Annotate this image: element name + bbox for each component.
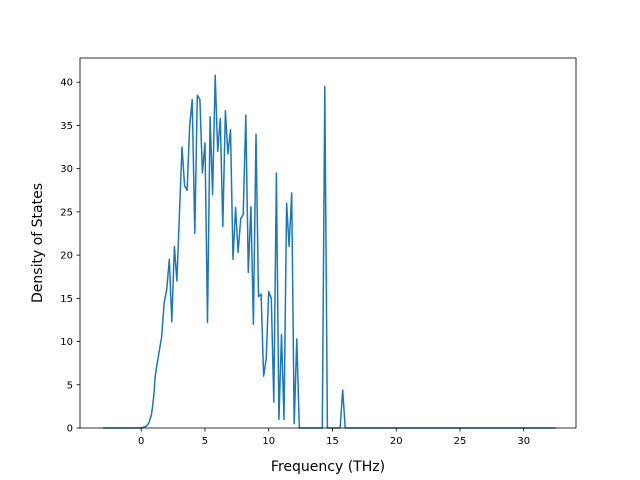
x-tick-label: 20 <box>390 436 403 447</box>
x-tick-label: 5 <box>202 436 208 447</box>
x-tick-label: 0 <box>138 436 144 447</box>
x-tick-label: 10 <box>262 436 275 447</box>
y-axis-label: Density of States <box>30 183 46 303</box>
y-tick-label: 25 <box>60 207 73 218</box>
y-tick-label: 40 <box>60 78 73 89</box>
plot-frame <box>79 57 577 429</box>
x-tick-label: 15 <box>326 436 339 447</box>
y-axis-ticks: 0 5 10 15 20 25 30 35 40 <box>60 78 80 435</box>
y-tick-label: 0 <box>67 424 73 435</box>
x-tick-label: 30 <box>517 436 530 447</box>
y-tick-label: 15 <box>60 294 73 305</box>
y-tick-label: 10 <box>60 337 73 348</box>
y-tick-label: 35 <box>60 121 73 132</box>
y-tick-label: 20 <box>60 251 73 262</box>
y-tick-label: 5 <box>67 380 73 391</box>
y-tick-label: 30 <box>60 164 73 175</box>
x-axis-ticks: 0 5 10 15 20 25 30 <box>138 428 530 447</box>
x-tick-label: 25 <box>454 436 467 447</box>
x-axis-label: Frequency (THz) <box>271 459 385 475</box>
